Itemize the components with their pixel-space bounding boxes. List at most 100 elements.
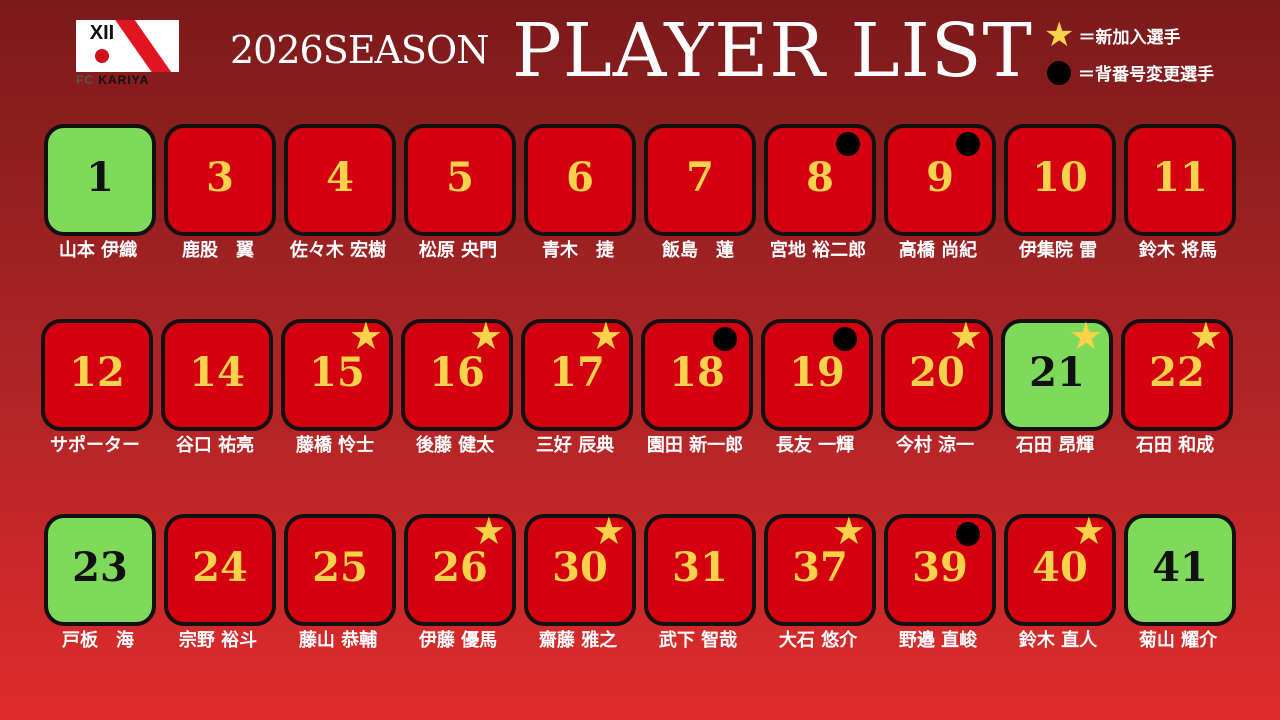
player-number: 6	[566, 154, 594, 201]
player-card: 17 ★	[521, 314, 633, 431]
logo-name: KARIYA	[98, 73, 150, 87]
player-number: 5	[446, 154, 474, 201]
logo-emblem: XII	[76, 20, 179, 72]
player-card: 39	[884, 514, 996, 626]
player-name: 飯島 蓮	[662, 240, 734, 261]
logo-fc: FC	[76, 73, 94, 87]
player-name: 後藤 健太	[415, 435, 495, 456]
player-card: 9	[884, 124, 996, 236]
dot-icon	[713, 327, 737, 351]
star-icon: ★	[948, 314, 983, 358]
player-number: 25	[312, 544, 368, 591]
player-card: 11	[1124, 124, 1236, 236]
player-number: 19	[789, 349, 845, 396]
player-name: 齋藤 雅之	[538, 630, 618, 651]
player-card: 21 ★	[1001, 314, 1113, 431]
star-icon: ★	[588, 314, 623, 358]
player-number: 14	[189, 349, 245, 396]
logo-text: FC KARIYA	[76, 73, 179, 87]
player-name: 伊藤 優馬	[418, 630, 498, 651]
star-icon: ★	[1071, 509, 1106, 553]
player-name: 戸板 海	[62, 630, 134, 651]
player-number: 11	[1152, 154, 1208, 201]
player-name: 松原 央門	[418, 240, 498, 261]
dot-icon	[956, 522, 980, 546]
player-name: 伊集院 雷	[1018, 240, 1098, 261]
page-title: PLAYER LIST	[512, 8, 1033, 94]
logo-mark-text: XII	[89, 22, 115, 44]
player-name: 園田 新一郎	[646, 435, 744, 456]
legend-new-player: ★ ＝新加入選手	[1044, 18, 1180, 52]
player-number: 12	[69, 349, 125, 396]
player-card: 18	[641, 319, 753, 431]
player-name: 鹿股 翼	[182, 240, 254, 261]
player-name: 石田 昂輝	[1015, 435, 1095, 456]
player-number: 39	[912, 544, 968, 591]
player-card: 5	[404, 124, 516, 236]
player-number: 31	[672, 544, 728, 591]
player-number: 23	[72, 544, 128, 591]
star-icon: ★	[831, 509, 866, 553]
player-number: 22	[1149, 349, 1205, 396]
player-number: 8	[806, 154, 834, 201]
player-number: 21	[1029, 349, 1085, 396]
star-icon: ★	[471, 509, 506, 553]
season-label: 2026SEASON	[230, 28, 489, 72]
player-name: 佐々木 宏樹	[289, 240, 387, 261]
player-name: 藤橋 怜士	[295, 435, 375, 456]
dot-icon	[833, 327, 857, 351]
dot-icon	[836, 132, 860, 156]
player-number: 40	[1032, 544, 1088, 591]
player-number: 4	[326, 154, 354, 201]
player-card: 1	[44, 124, 156, 236]
legend-number-change: ＝背番号変更選手	[1044, 60, 1214, 85]
legend-label: ＝新加入選手	[1078, 27, 1181, 48]
player-name: 大石 悠介	[778, 630, 858, 651]
player-number: 30	[552, 544, 608, 591]
player-number: 18	[669, 349, 725, 396]
player-card: 24	[164, 514, 276, 626]
logo-mark: XII	[80, 22, 124, 70]
player-name: 高橋 尚紀	[898, 240, 978, 261]
club-logo: XII FC KARIYA	[76, 20, 179, 87]
dot-icon	[956, 132, 980, 156]
player-name: 鈴木 将馬	[1138, 240, 1218, 261]
player-name: 藤山 恭輔	[298, 630, 378, 651]
player-name: 鈴木 直人	[1018, 630, 1098, 651]
player-card: 22 ★	[1121, 317, 1233, 431]
player-card: 3	[164, 124, 276, 236]
player-number: 10	[1032, 154, 1088, 201]
player-name: 石田 和成	[1135, 435, 1215, 456]
player-card: 30 ★	[524, 509, 636, 626]
player-card: 19	[761, 319, 873, 431]
player-card: 12	[41, 319, 153, 431]
star-icon: ★	[1068, 314, 1103, 358]
player-name: 谷口 祐亮	[175, 435, 255, 456]
player-name: 長友 一輝	[775, 435, 855, 456]
player-number: 7	[686, 154, 714, 201]
player-card: 37 ★	[764, 509, 876, 626]
player-number: 26	[432, 544, 488, 591]
player-number: 37	[792, 544, 848, 591]
player-number: 1	[86, 154, 114, 201]
player-name: 野邉 直峻	[898, 630, 978, 651]
player-card: 6	[524, 124, 636, 236]
player-name: 今村 涼一	[895, 435, 975, 456]
player-name: サポーター	[50, 435, 140, 456]
star-icon: ★	[1044, 15, 1075, 55]
player-name: 三好 辰典	[535, 435, 615, 456]
player-card: 10	[1004, 124, 1116, 236]
player-name: 宮地 裕二郎	[769, 240, 867, 261]
player-card: 25	[284, 514, 396, 626]
player-card: 4	[284, 124, 396, 236]
player-card: 20 ★	[881, 314, 993, 431]
legend-label: ＝背番号変更選手	[1078, 65, 1214, 85]
player-card: 16 ★	[401, 317, 513, 431]
player-name: 菊山 耀介	[1138, 630, 1218, 651]
star-icon: ★	[591, 509, 626, 553]
player-number: 24	[192, 544, 248, 591]
player-name: 武下 智哉	[658, 630, 738, 651]
star-icon: ★	[348, 314, 383, 358]
player-number: 16	[429, 349, 485, 396]
player-card: 14	[161, 319, 273, 431]
